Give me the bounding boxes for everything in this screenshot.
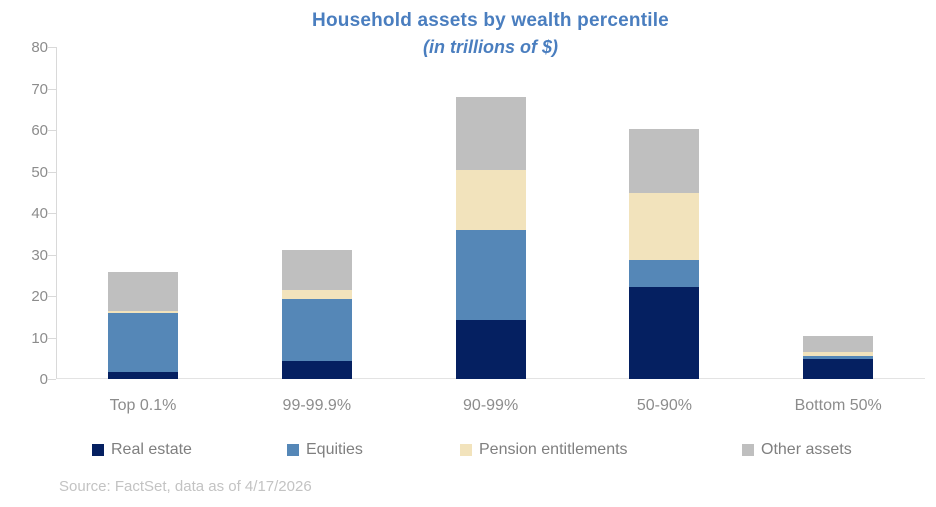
y-tick-label-60: 60 <box>31 122 48 139</box>
y-tick-mark <box>47 379 56 380</box>
y-tick-mark <box>47 171 56 173</box>
x-category-label-90-99-: 90-99% <box>463 397 519 414</box>
legend-swatch-other-assets <box>742 444 754 456</box>
bar-segment-real-estate-50-90- <box>629 286 700 379</box>
bar-segment-pension-entitlements-50-90- <box>629 193 700 260</box>
bar-segment-other-assets-top-0-1- <box>107 272 178 311</box>
legend-item-other-assets: Other assets <box>742 441 852 459</box>
bar-segment-real-estate-top-0-1- <box>107 371 178 379</box>
y-tick-mark <box>47 130 56 131</box>
bar-segment-equities-99-99-9- <box>281 298 352 362</box>
x-category-label-99-99-9-: 99-99.9% <box>282 397 352 414</box>
bar-segment-pension-entitlements-90-99- <box>455 170 526 230</box>
y-tick-label-20: 20 <box>31 288 48 305</box>
y-tick-mark <box>47 213 56 214</box>
bar-segment-other-assets-bottom-50- <box>803 336 874 353</box>
legend-item-equities: Equities <box>287 441 363 459</box>
y-tick-label-30: 30 <box>31 246 48 264</box>
y-tick-mark <box>47 296 56 297</box>
legend-swatch-pension-entitlements <box>460 444 472 456</box>
bar-segment-other-assets-90-99- <box>455 96 526 171</box>
bar-segment-equities-50-90- <box>629 259 700 287</box>
bar-segment-real-estate-90-99- <box>455 319 526 379</box>
y-tick-label-0: 0 <box>39 371 48 388</box>
legend-swatch-equities <box>287 444 299 456</box>
chart-subtitle: (in trillions of $) <box>423 37 558 57</box>
y-tick-mark <box>47 337 56 339</box>
x-category-label-50-90-: 50-90% <box>636 397 692 414</box>
y-tick-label-10: 10 <box>31 329 48 347</box>
bar-segment-other-assets-99-99-9- <box>281 249 352 290</box>
legend-label-equities: Equities <box>306 441 363 458</box>
legend-label-pension-entitlements: Pension entitlements <box>479 441 628 458</box>
y-tick-mark <box>47 47 56 48</box>
y-tick-label-70: 70 <box>31 80 48 98</box>
y-tick-label-40: 40 <box>31 205 48 222</box>
x-category-label-top-0-1-: Top 0.1% <box>109 397 177 414</box>
bar-segment-pension-entitlements-99-99-9- <box>281 289 352 299</box>
x-category-label-bottom-50-: Bottom 50% <box>794 397 882 414</box>
legend-item-real-estate: Real estate <box>92 441 192 459</box>
chart-title: Household assets by wealth percentile <box>312 10 669 31</box>
bar-segment-equities-90-99- <box>455 230 526 320</box>
bar-segment-equities-bottom-50- <box>803 355 874 360</box>
bar-segment-real-estate-99-99-9- <box>281 361 352 379</box>
source-note: Source: FactSet, data as of 4/17/2026 <box>59 478 312 495</box>
bar-segment-equities-top-0-1- <box>107 313 178 372</box>
legend-label-real-estate: Real estate <box>111 441 192 458</box>
y-tick-label-80: 80 <box>31 39 48 56</box>
y-tick-mark <box>47 88 56 90</box>
y-tick-mark <box>47 254 56 256</box>
legend-label-other-assets: Other assets <box>761 441 852 458</box>
bar-segment-real-estate-bottom-50- <box>803 359 874 379</box>
y-tick-label-50: 50 <box>31 163 48 181</box>
bar-segment-pension-entitlements-top-0-1- <box>107 310 178 314</box>
legend-swatch-real-estate <box>92 444 104 456</box>
bar-segment-other-assets-50-90- <box>629 129 700 194</box>
bar-segment-pension-entitlements-bottom-50- <box>803 352 874 356</box>
legend-item-pension-entitlements: Pension entitlements <box>460 441 628 459</box>
